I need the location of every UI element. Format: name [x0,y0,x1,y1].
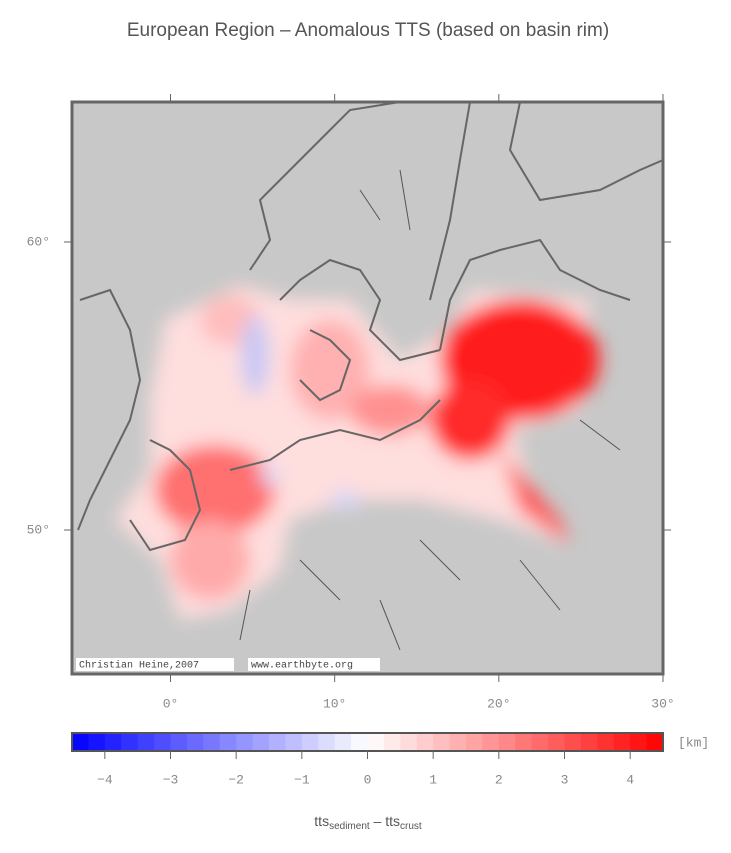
colorbar-step [466,733,483,751]
colorbar-unit: [km] [678,735,709,750]
colorbar-step [104,733,122,751]
colorbar-step [400,733,418,751]
colorbar-step [72,733,89,751]
colorbar-step [433,733,451,751]
label-subscript: crust [400,821,422,832]
colorbar-step [515,733,533,751]
label-subscript: sediment [329,821,370,832]
colorbar-step [236,733,254,751]
colorbar-step [121,733,139,751]
colorbar-step [285,733,303,751]
lon-label: 0° [163,696,179,711]
coastlines [77,102,663,552]
colorbar-label: ttssediment – ttscrust [314,813,422,832]
colorbar-step [154,733,171,751]
colorbar-step [416,733,434,751]
colorbar [72,733,664,751]
colorbar-tick-label: −3 [163,772,179,787]
colorbar-tick-label: −2 [228,772,244,787]
colorbar-tick-label: 0 [364,772,372,787]
colorbar-step [646,733,664,751]
colorbar-step [88,733,106,751]
colorbar-step [334,733,352,751]
colorbar-step [170,733,188,751]
colorbar-step [564,733,582,751]
colorbar-tick-label: 1 [429,772,437,787]
colorbar-step [252,733,270,751]
map-frame [70,100,665,676]
colorbar-step [498,733,516,751]
lon-label: 20° [487,696,510,711]
colorbar-step [383,733,401,751]
credit-text: Christian Heine,2007 [79,660,199,672]
colorbar-step [548,733,565,751]
colorbar-step [219,733,237,751]
colorbar-step [531,733,549,751]
lat-label: 60° [27,234,50,249]
colorbar-step [367,733,385,751]
label-text: – tts [370,813,400,829]
lon-label: 30° [651,696,674,711]
colorbar-tick-label: −4 [97,772,113,787]
credit-box [248,658,380,671]
map-title: European Region – Anomalous TTS (based o… [127,20,609,41]
colorbar-step [301,733,319,751]
colorbar-step [597,733,615,751]
colorbar-step [137,733,155,751]
colorbar-step [186,733,204,751]
colorbar-tick-label: 3 [561,772,569,787]
colorbar-step [580,733,598,751]
colorbar-step [630,733,648,751]
colorbar-step [351,733,368,751]
credit-box [76,658,234,671]
colorbar-step [203,733,221,751]
rivers [239,169,621,651]
label-text: tts [314,813,329,829]
anomaly-field [115,285,600,620]
colorbar-tick-label: −1 [294,772,310,787]
lat-label: 50° [27,522,50,537]
colorbar-step [318,733,336,751]
colorbar-step [482,733,500,751]
map-area: Christian Heine,2007 www.earthbyte.org [72,102,663,674]
colorbar-step [269,733,286,751]
colorbar-tick-label: 2 [495,772,503,787]
colorbar-step [613,733,631,751]
colorbar-tick-label: 4 [626,772,634,787]
colorbar-step [449,733,467,751]
lon-label: 10° [323,696,346,711]
credit-text: www.earthbyte.org [251,660,353,672]
